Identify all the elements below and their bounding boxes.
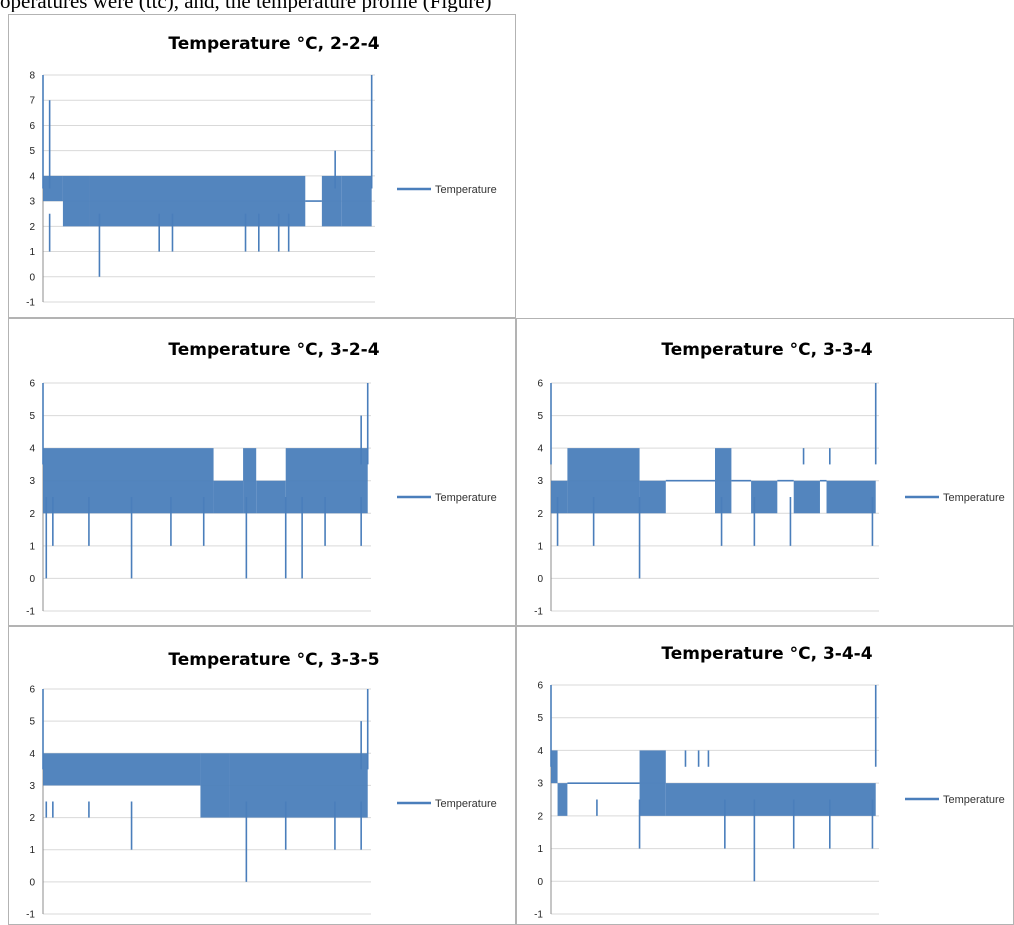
y-tick-label: 2 [537, 509, 543, 520]
y-tick-label: 6 [537, 681, 543, 692]
y-tick-label: 1 [29, 247, 35, 258]
y-tick-label: 6 [29, 379, 35, 390]
y-tick-label: 3 [29, 476, 35, 487]
series-band [62, 175, 90, 227]
chart-title: Temperature °C, 3-4-4 [661, 644, 872, 664]
chart-svg-c344: Temperature °C, 3-4-4 -1 0 1 2 3 4 5 6 Temperatur… [534, 644, 1005, 921]
y-tick-label: 0 [537, 877, 543, 888]
series-band [551, 750, 558, 784]
series-temperature [550, 685, 877, 882]
y-tick-label: 5 [537, 713, 543, 724]
y-tick-label: 4 [537, 444, 543, 455]
chart-svg-c224: Temperature °C, 2-2-4 -1 0 1 2 3 4 5 6 7 8 Temperat… [26, 34, 497, 309]
y-tick-label: 0 [29, 272, 35, 283]
series-temperature [42, 689, 369, 882]
series-band [89, 175, 306, 227]
chart-panel-2-2-4: Temperature °C, 2-2-4 -1 0 1 2 3 4 5 6 7 8 Temperat… [8, 14, 516, 318]
series-band [200, 753, 230, 818]
chart-title: Temperature °C, 3-3-4 [661, 340, 872, 360]
y-tick-label: 4 [29, 171, 35, 182]
y-tick-label: 3 [29, 197, 35, 208]
y-tick-label: 6 [537, 379, 543, 390]
series-band [826, 480, 876, 514]
series-band [243, 448, 257, 514]
series-band [213, 480, 244, 514]
series-band [557, 783, 568, 816]
series-band [551, 480, 568, 514]
y-tick-label: 6 [29, 121, 35, 132]
series-band [321, 175, 342, 227]
y-tick-label: 1 [29, 541, 35, 552]
series-band [43, 448, 214, 514]
y-tick-label: 8 [29, 71, 35, 82]
chart-panel-3-2-4: Temperature °C, 3-2-4 -1 0 1 2 3 4 5 6 Temperatur… [8, 318, 516, 626]
series-band [256, 480, 286, 514]
y-tick-label: 5 [29, 411, 35, 422]
chart-svg-c324: Temperature °C, 3-2-4 -1 0 1 2 3 4 5 6 Temperatur… [26, 340, 497, 618]
series-band [229, 753, 368, 818]
y-tick-label: -1 [26, 298, 35, 309]
y-tick-label: -1 [534, 607, 543, 618]
y-tick-label: -1 [534, 910, 543, 921]
series-temperature [42, 383, 369, 579]
series-band [665, 783, 715, 816]
series-band [793, 480, 820, 514]
series-band [715, 783, 876, 816]
series-band [715, 448, 732, 514]
y-tick-label: 5 [29, 717, 35, 728]
y-tick-label: 0 [29, 877, 35, 888]
chart-panel-3-4-4: Temperature °C, 3-4-4 -1 0 1 2 3 4 5 6 Temperatur… [516, 626, 1014, 925]
y-tick-label: 5 [537, 411, 543, 422]
legend-label: Temperature [435, 184, 497, 196]
series-temperature [550, 383, 877, 579]
series-band [285, 448, 368, 514]
series-band [567, 448, 640, 514]
series-temperature [42, 75, 373, 277]
y-tick-label: 1 [537, 844, 543, 855]
y-tick-label: 7 [29, 96, 35, 107]
y-tick-label: 2 [537, 811, 543, 822]
chart-title: Temperature °C, 3-3-5 [168, 650, 379, 670]
y-tick-label: 1 [29, 845, 35, 856]
series-band [43, 753, 201, 786]
legend-label: Temperature [435, 492, 497, 504]
y-tick-label: 4 [29, 749, 35, 760]
y-tick-label: 4 [29, 444, 35, 455]
series-band [639, 750, 666, 816]
series-band [639, 480, 666, 514]
y-tick-label: 4 [537, 746, 543, 757]
chart-title: Temperature °C, 3-2-4 [168, 340, 379, 360]
y-tick-label: 2 [29, 222, 35, 233]
y-tick-label: 1 [537, 541, 543, 552]
legend-label: Temperature [943, 492, 1005, 504]
series-band [43, 175, 63, 202]
y-tick-label: 5 [29, 146, 35, 157]
page-header-text: operatures were (ttc), and, the temperat… [0, 0, 492, 12]
chart-svg-c334: Temperature °C, 3-3-4 -1 0 1 2 3 4 5 6 Temperatur… [534, 340, 1005, 618]
y-tick-label: 2 [29, 813, 35, 824]
y-tick-label: 3 [537, 779, 543, 790]
y-tick-label: -1 [26, 607, 35, 618]
series-band [341, 175, 372, 227]
chart-panel-3-3-4: Temperature °C, 3-3-4 -1 0 1 2 3 4 5 6 Temperatur… [516, 318, 1014, 626]
legend-label: Temperature [435, 798, 497, 810]
y-tick-label: 0 [29, 574, 35, 585]
y-tick-label: 6 [29, 685, 35, 696]
y-tick-label: 2 [29, 509, 35, 520]
y-tick-label: -1 [26, 910, 35, 921]
chart-panel-3-3-5: Temperature °C, 3-3-5 -1 0 1 2 3 4 5 6 Temperatur… [8, 626, 516, 925]
y-tick-label: 3 [29, 781, 35, 792]
y-tick-label: 3 [537, 476, 543, 487]
chart-svg-c335: Temperature °C, 3-3-5 -1 0 1 2 3 4 5 6 Temperatur… [26, 650, 497, 921]
series-band [751, 480, 778, 514]
y-tick-label: 0 [537, 574, 543, 585]
legend-label: Temperature [943, 794, 1005, 806]
chart-title: Temperature °C, 2-2-4 [168, 34, 379, 54]
